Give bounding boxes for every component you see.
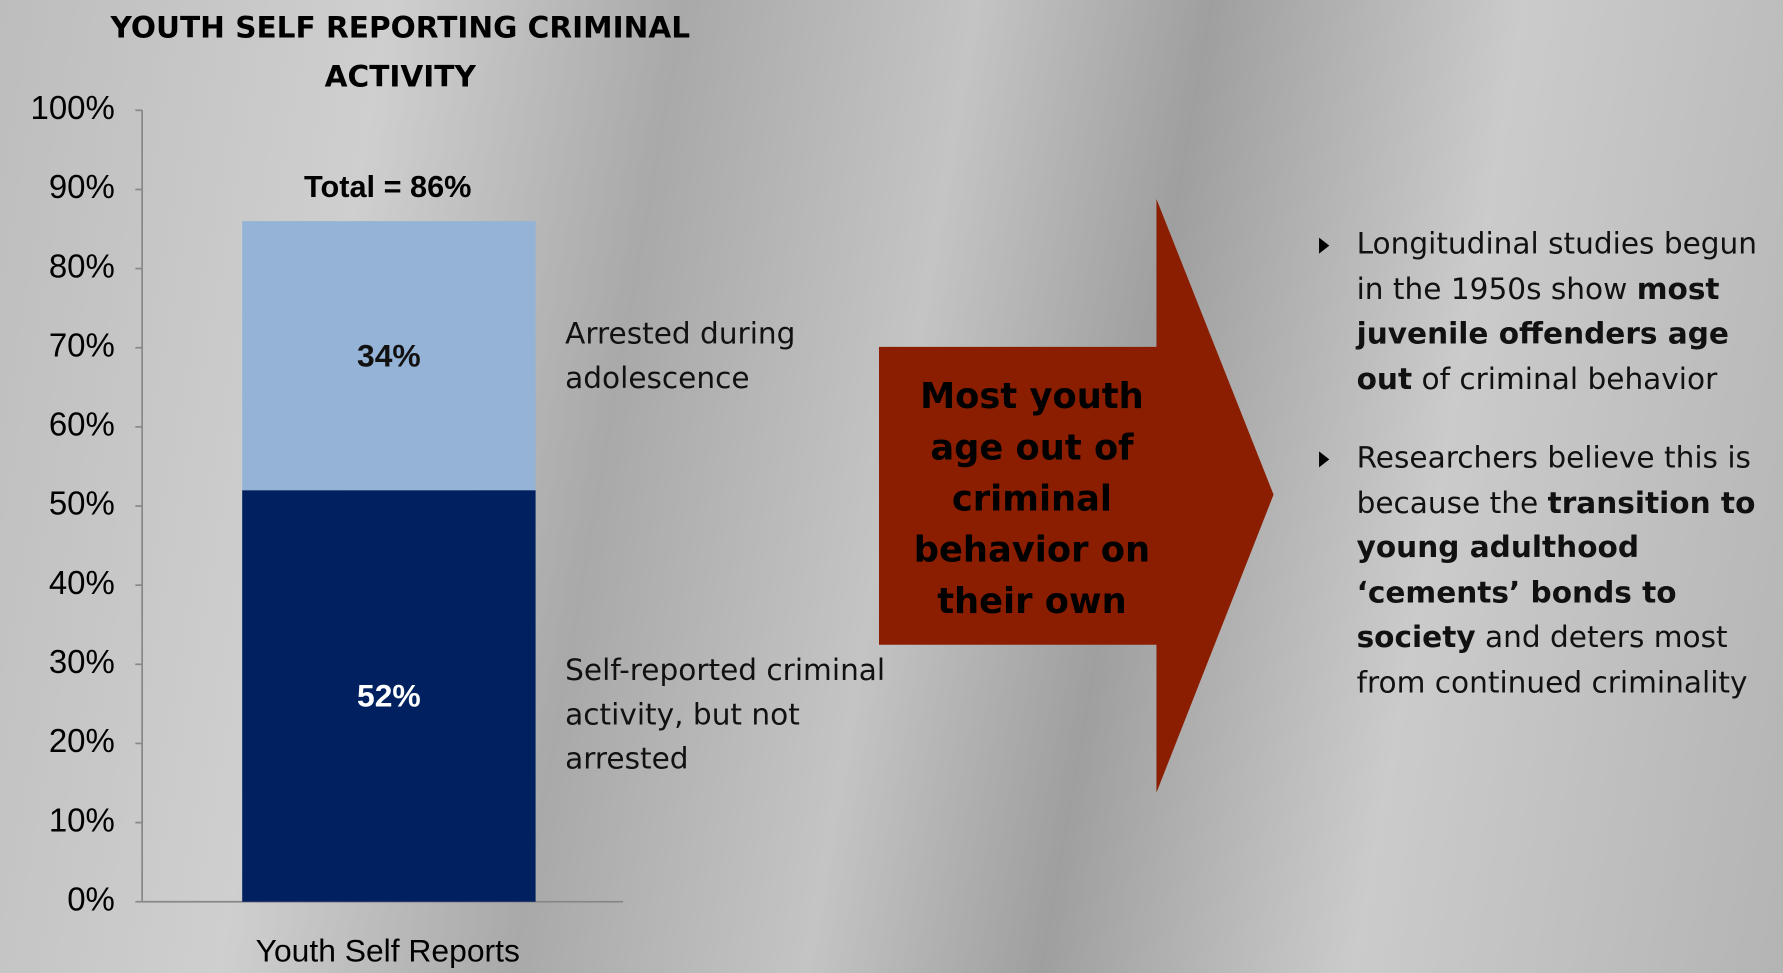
bullet-list: Longitudinal studies begun in the 1950s … [1319, 223, 1768, 740]
y-tick-label: 70% [49, 326, 115, 363]
y-tick-label: 60% [49, 406, 115, 443]
text: of criminal behavior [1412, 362, 1718, 397]
series-label: Arrested during adolescence [565, 317, 796, 396]
y-tick-label: 0% [67, 880, 115, 917]
text: Longitudinal studies begun in the 1950s … [1356, 227, 1758, 307]
x-tick-label: Youth Self Reports [256, 932, 520, 968]
bar-segment [242, 490, 536, 902]
y-tick-label: 10% [49, 801, 115, 838]
bar-segment [242, 221, 536, 491]
arrow-text: Most youth age out of criminal behavior … [913, 376, 1151, 623]
value-label: 34% [357, 337, 421, 373]
y-tick-label: 50% [49, 485, 115, 522]
chart-title: YOUTH SELF REPORTING CRIMINAL ACTIVITY [110, 11, 691, 95]
y-tick-label: 30% [49, 643, 115, 680]
bullet: Researchers believe this is because the … [1319, 437, 1768, 706]
bullet-marker [1319, 237, 1330, 254]
y-tick-label: 100% [31, 89, 115, 126]
arrow [878, 198, 1274, 793]
y-tick-label: 20% [49, 722, 115, 759]
text: and deters most from continued criminali… [1356, 620, 1748, 700]
series-label: Self-reported criminal activity, but not… [565, 653, 886, 777]
bold-text: most juvenile offenders age out [1356, 272, 1729, 397]
total-label: Total = 86% [304, 169, 471, 204]
value-label: 52% [357, 678, 421, 714]
y-tick-label: 90% [49, 168, 115, 205]
y-tick-label: 40% [49, 564, 115, 601]
text: Researchers believe this is because the [1356, 441, 1751, 521]
y-tick-label: 80% [49, 247, 115, 284]
bullet: Longitudinal studies begun in the 1950s … [1319, 223, 1768, 403]
bullet-marker [1319, 451, 1330, 468]
bold-text: transition to young adulthood ‘cements’ … [1356, 486, 1756, 655]
